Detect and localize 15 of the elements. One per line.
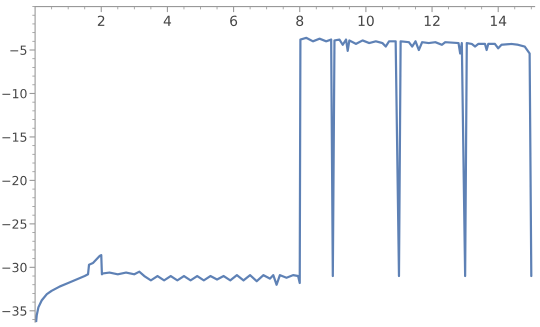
y-tick-label: −5 (10, 46, 26, 55)
x-tick-label: 6 (230, 16, 238, 26)
x-tick-label: 2 (98, 16, 104, 26)
x-tick-label: 8 (296, 16, 304, 26)
y-tick-label: −35 (2, 306, 26, 316)
y-tick-label: −25 (2, 219, 26, 229)
x-tick-label: 14 (490, 16, 506, 26)
x-tick-label: 10 (358, 16, 374, 26)
x-tick-label: 12 (424, 16, 440, 26)
y-tick-label: −30 (2, 262, 27, 272)
y-tick-label: −20 (2, 176, 27, 186)
line-series (35, 36, 532, 322)
y-tick-label: −15 (2, 132, 26, 142)
y-tick-label: −10 (2, 88, 27, 98)
x-tick-label: 4 (164, 16, 172, 26)
